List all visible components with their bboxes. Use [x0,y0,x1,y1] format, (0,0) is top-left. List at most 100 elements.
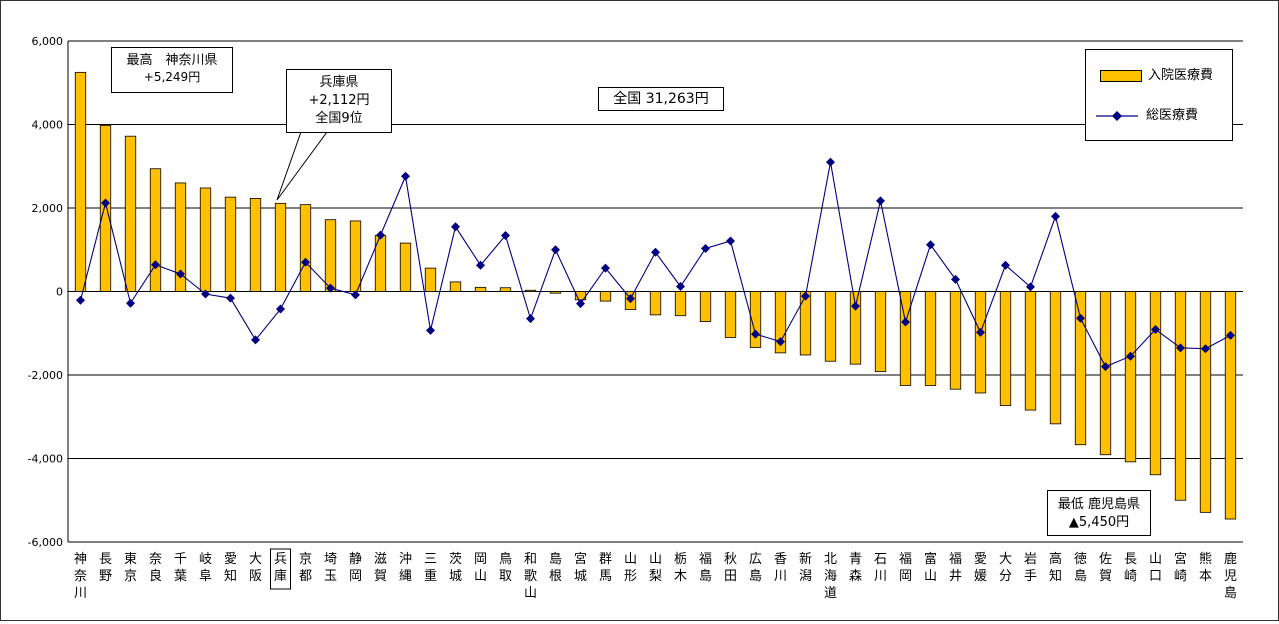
x-tick-label: 梨 [649,569,662,584]
x-tick-label: 愛 [224,552,237,567]
x-tick-label: 都 [299,569,312,584]
x-tick-label: 知 [224,568,237,584]
line-marker [726,236,735,246]
bar [649,291,662,316]
x-tick-label: 長 [1124,552,1137,567]
bar [724,291,737,338]
x-tick-label: 福 [949,552,962,567]
x-tick-label: 福 [899,552,912,567]
x-tick-label: 神 [74,552,87,567]
line-marker [76,295,85,305]
x-tick-label: 岡 [474,552,487,567]
min-annotation: 最低 鹿児島県 ▲5,450円 [1047,490,1151,536]
x-tick-label: 大 [999,552,1012,567]
line-marker [951,274,960,284]
bar [424,267,437,292]
x-tick-label: 長 [99,552,112,567]
x-tick-label: 岩 [1024,552,1037,567]
bar [774,291,787,354]
x-tick-label: 北 [824,552,837,567]
x-tick-label: 潟 [799,569,812,584]
x-tick-label: 道 [824,586,837,601]
x-tick-label: 静 [349,552,362,567]
bar [699,291,712,322]
hyogo-callout: 兵庫県 +2,112円 全国9位 [286,69,392,133]
national-average-text: 全国 31,263円 [613,91,709,107]
bar [149,168,162,292]
legend-line-label: 総医療費 [1146,108,1199,123]
x-tick-label: 阪 [249,569,262,584]
x-tick-label: 縄 [399,569,412,584]
bar [349,220,362,292]
highlight-box [270,548,291,590]
x-tick-label: 埼 [324,552,337,567]
bar [1124,291,1137,463]
x-tick-label: 川 [74,586,87,601]
bar [549,291,562,294]
x-tick-label: 岡 [349,569,362,584]
x-tick-label: 群 [599,552,612,567]
x-tick-label: 口 [1149,569,1162,584]
y-tick-label: 6,000 [32,35,64,48]
x-tick-label: 川 [774,569,787,584]
bar [324,219,337,292]
line-marker [1126,351,1135,361]
x-tick-label: 知 [1049,568,1062,584]
x-tick-label: 野 [99,569,112,584]
x-tick-label: 児 [1224,569,1237,584]
line-marker [676,281,685,291]
legend-bar-swatch [1100,70,1142,82]
x-tick-label: 青 [849,552,862,567]
x-tick-label: 山 [924,569,937,584]
x-tick-label: 島 [1074,569,1087,584]
bar [74,71,87,292]
x-tick-label: 山 [474,569,487,584]
x-tick-label: 和 [524,552,537,567]
bar [1099,291,1112,456]
y-tick-label: 4,000 [32,119,64,132]
line-marker [126,298,135,308]
bar [224,196,237,292]
max-annotation-title: 最高 神奈川県 [126,53,218,68]
bar [924,291,937,386]
line-marker [551,245,560,255]
line-marker [401,171,410,181]
line-marker [151,260,160,270]
bar [124,135,137,292]
x-tick-label: 分 [999,569,1012,584]
line-marker [1226,330,1235,340]
x-tick-label: 山 [624,552,637,567]
x-tick-label: 取 [499,569,512,584]
x-tick-label: 大 [249,552,262,567]
x-tick-label: 広 [749,552,762,567]
x-tick-label: 木 [674,569,687,584]
line-marker [576,299,585,309]
bar [1199,291,1212,513]
bar [849,291,862,365]
line-marker [326,283,335,293]
x-tick-label: 奈 [74,569,87,584]
x-tick-label: 賀 [1099,569,1112,584]
national-average-label: 全国 31,263円 [598,87,724,111]
x-tick-label: 鳥 [499,552,512,567]
line-marker [1076,313,1085,323]
x-tick-label: 石 [874,552,887,567]
line-marker [776,337,785,347]
x-tick-label: 崎 [1124,569,1137,584]
x-tick-label: 城 [449,569,462,584]
line-marker [476,260,485,270]
line-marker [1101,362,1110,372]
y-tick-label: 0 [56,286,63,299]
line-marker [1201,344,1210,354]
hyogo-callout-title: 兵庫県 [319,75,359,90]
y-tick-label: 2,000 [32,202,64,215]
legend-line-swatch [1096,111,1138,121]
x-tick-label: 宮 [574,551,587,567]
x-tick-label: 葉 [174,569,187,584]
x-tick-label: 茨 [449,552,462,567]
bar [974,291,987,394]
line-marker [351,290,360,300]
x-tick-label: 島 [699,569,712,584]
x-tick-label: 栃 [674,552,687,567]
